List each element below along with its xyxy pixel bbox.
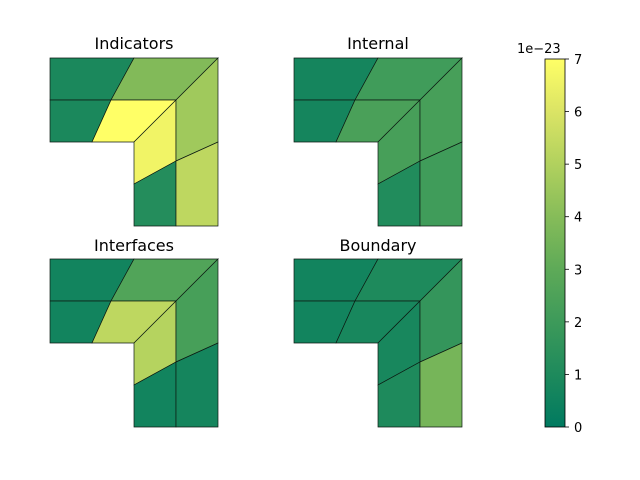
colorbar-tick-label: 7 bbox=[574, 53, 582, 68]
colorbar-tick-label: 6 bbox=[574, 106, 582, 121]
colorbar-tick-label: 0 bbox=[574, 421, 582, 436]
mesh-cell-br bbox=[419, 342, 463, 428]
interfaces-panel-title: Interfaces bbox=[94, 236, 174, 255]
colorbar: 1e−23 0 1 2 3 4 5 6 7 bbox=[517, 42, 582, 436]
colorbar-ticks: 0 1 2 3 4 5 6 7 bbox=[565, 53, 582, 436]
internal-cells bbox=[293, 57, 463, 227]
internal-panel-title: Internal bbox=[347, 34, 409, 53]
colorbar-tick-label: 4 bbox=[574, 211, 582, 226]
boundary-panel: Boundary bbox=[293, 236, 463, 428]
colorbar-gradient bbox=[544, 58, 566, 428]
mesh-cell-br bbox=[175, 342, 219, 428]
interfaces-cells bbox=[49, 258, 219, 428]
colorbar-offset-label: 1e−23 bbox=[517, 42, 561, 57]
mesh-cell-br bbox=[175, 141, 219, 227]
boundary-cells bbox=[293, 258, 463, 428]
colorbar-tick-label: 5 bbox=[574, 158, 582, 173]
boundary-panel-title: Boundary bbox=[339, 236, 416, 255]
internal-panel: Internal bbox=[293, 34, 463, 227]
colorbar-tick-label: 3 bbox=[574, 263, 582, 278]
indicators-panel: Indicators bbox=[49, 34, 219, 227]
colorbar-tick-label: 1 bbox=[574, 368, 582, 383]
indicators-panel-title: Indicators bbox=[94, 34, 173, 53]
mesh-cell-br bbox=[419, 141, 463, 227]
indicators-cells bbox=[49, 57, 219, 227]
interfaces-panel: Interfaces bbox=[49, 236, 219, 428]
colorbar-tick-label: 2 bbox=[574, 316, 582, 331]
